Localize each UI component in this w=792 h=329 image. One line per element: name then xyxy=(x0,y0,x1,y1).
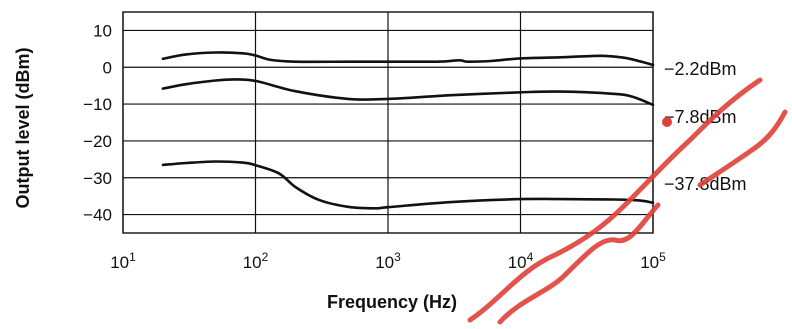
y-axis-label: Output level (dBm) xyxy=(13,47,33,208)
y-tick-labels: 10 0 −10 −20 −30 −40 xyxy=(83,21,112,224)
series-line-2 xyxy=(161,78,655,107)
x-tick-label: 104 xyxy=(508,250,534,272)
y-tick-label: 0 xyxy=(103,58,112,77)
x-tick-label: 103 xyxy=(375,250,401,272)
series-line-1 xyxy=(161,51,655,67)
x-tick-labels: 101 102 103 104 105 xyxy=(110,250,666,272)
x-tick-label: 102 xyxy=(243,250,269,272)
y-tick-label: −30 xyxy=(83,169,112,188)
watermark-stamp xyxy=(467,77,788,325)
watermark-dot xyxy=(662,117,672,127)
y-tick-label: −10 xyxy=(83,95,112,114)
series-curves xyxy=(161,51,655,210)
x-axis-label: Frequency (Hz) xyxy=(327,292,457,312)
watermark-stroke xyxy=(697,109,788,188)
series-label-2: −7.8dBm xyxy=(664,107,737,127)
y-tick-label: 10 xyxy=(93,21,112,40)
watermark-stroke xyxy=(467,77,763,323)
plot-frame xyxy=(122,11,654,234)
y-tick-label: −40 xyxy=(83,206,112,225)
x-tick-label: 101 xyxy=(110,250,136,272)
x-tick-label: 105 xyxy=(640,250,666,272)
y-tick-label: −20 xyxy=(83,132,112,151)
series-label-1: −2.2dBm xyxy=(664,59,737,79)
series-line-3 xyxy=(161,160,655,210)
watermark-stroke xyxy=(497,202,661,325)
